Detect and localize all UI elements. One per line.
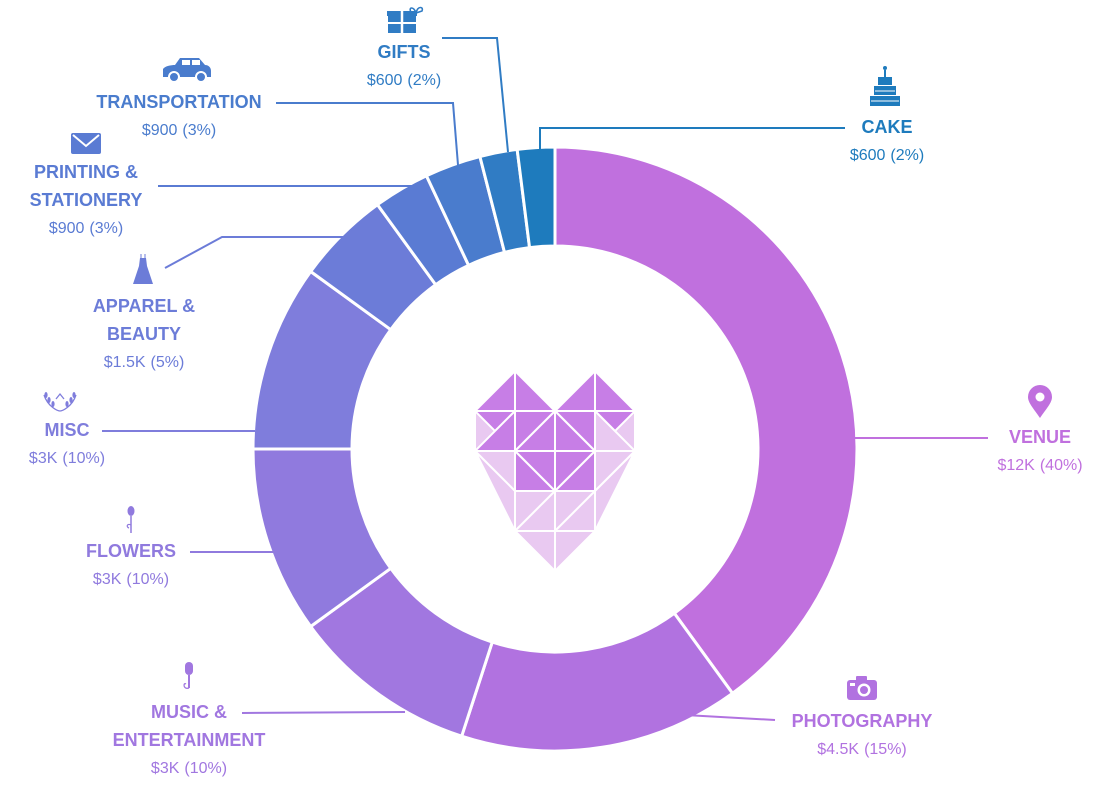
leader-cake [539, 127, 845, 151]
heart-facet-17 [594, 408, 638, 452]
envelope-icon [71, 133, 101, 154]
label-printing-and-stationery-line-2: STATIONERY [30, 190, 143, 210]
label-music-and-entertainment-line-2: ENTERTAINMENT [113, 730, 266, 750]
flower-icon [126, 506, 135, 533]
label-cake-line-1: CAKE [861, 117, 912, 137]
label-apparel-and-beauty-line-2: BEAUTY [107, 324, 181, 344]
value-label-transportation: $900 (3%) [142, 122, 216, 139]
value-label-apparel-and-beauty: $1.5K (5%) [104, 354, 185, 371]
value-label-flowers: $3K (10%) [93, 571, 169, 588]
value-percent-gifts: (2%) [407, 72, 441, 89]
category-labels: VENUE $12K (40%) PHOTOGRAPHY $4.5K (15%) MUSIC… [29, 42, 1083, 777]
value-amount-printing-and-stationery: $900 [49, 220, 85, 237]
value-amount-flowers: $3K [93, 571, 122, 588]
value-amount-music-and-entertainment: $3K [151, 760, 180, 777]
label-apparel-and-beauty-line-1: APPAREL & [93, 296, 195, 316]
value-percent-misc: (10%) [62, 450, 105, 467]
heart-facet-27 [512, 530, 556, 574]
label-transportation-line-1: TRANSPORTATION [96, 92, 261, 112]
donut-slices [251, 145, 859, 753]
label-venue-line-1: VENUE [1009, 427, 1071, 447]
value-label-photography: $4.5K (15%) [817, 741, 907, 758]
label-transportation: TRANSPORTATION [96, 92, 261, 112]
heart-facet-2 [514, 368, 558, 412]
label-music-and-entertainment: MUSIC & ENTERTAINMENT [113, 702, 266, 750]
label-photography: PHOTOGRAPHY [792, 711, 933, 731]
label-photography-line-1: PHOTOGRAPHY [792, 711, 933, 731]
leader-music-and-entertainment [241, 711, 406, 714]
label-gifts-line-1: GIFTS [378, 42, 431, 62]
value-amount-photography: $4.5K [817, 741, 859, 758]
value-percent-flowers: (10%) [126, 571, 169, 588]
label-flowers-line-1: FLOWERS [86, 541, 176, 561]
label-flowers: FLOWERS [86, 541, 176, 561]
value-percent-transportation: (3%) [182, 122, 216, 139]
value-percent-venue: (40%) [1040, 457, 1083, 474]
laurel-icon [43, 392, 77, 412]
microphone-icon [183, 662, 193, 689]
value-percent-printing-and-stationery: (3%) [89, 220, 123, 237]
value-label-printing-and-stationery: $900 (3%) [49, 220, 123, 237]
car-icon [163, 58, 211, 83]
label-music-and-entertainment-line-1: MUSIC & [151, 702, 227, 722]
heart-facet-6 [594, 368, 638, 412]
dress-icon [133, 254, 153, 284]
value-amount-cake: $600 [850, 147, 886, 164]
value-amount-gifts: $600 [367, 72, 403, 89]
heart-facet-28 [554, 530, 598, 574]
value-amount-transportation: $900 [142, 122, 178, 139]
gift-icon [387, 6, 424, 33]
heart-facet-5 [552, 368, 596, 412]
label-cake: CAKE [861, 117, 912, 137]
slice-cake[interactable] [515, 145, 557, 250]
label-misc-line-1: MISC [45, 420, 90, 440]
value-percent-apparel-and-beauty: (5%) [151, 354, 185, 371]
leader-transportation [276, 102, 459, 166]
value-label-misc: $3K (10%) [29, 450, 105, 467]
leader-gifts [442, 37, 509, 153]
heart-icon [472, 368, 638, 574]
map-pin-icon [1028, 385, 1052, 418]
label-apparel-and-beauty: APPAREL & BEAUTY [93, 296, 195, 344]
leader-lines [102, 37, 988, 721]
cake-icon [870, 66, 900, 106]
leader-photography [684, 714, 776, 721]
category-icons [43, 6, 1052, 700]
label-gifts: GIFTS [378, 42, 431, 62]
camera-icon [847, 676, 877, 700]
value-amount-misc: $3K [29, 450, 58, 467]
slice-venue[interactable] [553, 145, 859, 696]
value-percent-cake: (2%) [890, 147, 924, 164]
label-venue: VENUE [1009, 427, 1071, 447]
heart-facet-1 [472, 368, 516, 412]
value-label-music-and-entertainment: $3K (10%) [151, 760, 227, 777]
leader-apparel-and-beauty [164, 236, 345, 269]
label-printing-and-stationery: PRINTING & STATIONERY [30, 162, 143, 210]
value-percent-music-and-entertainment: (10%) [184, 760, 227, 777]
value-amount-venue: $12K [997, 457, 1035, 474]
label-misc: MISC [45, 420, 90, 440]
value-label-venue: $12K (40%) [997, 457, 1082, 474]
value-amount-apparel-and-beauty: $1.5K [104, 354, 146, 371]
value-label-gifts: $600 (2%) [367, 72, 441, 89]
heart-facet-26 [594, 450, 636, 532]
value-percent-photography: (15%) [864, 741, 907, 758]
label-printing-and-stationery-line-1: PRINTING & [34, 162, 138, 182]
value-label-cake: $600 (2%) [850, 147, 924, 164]
